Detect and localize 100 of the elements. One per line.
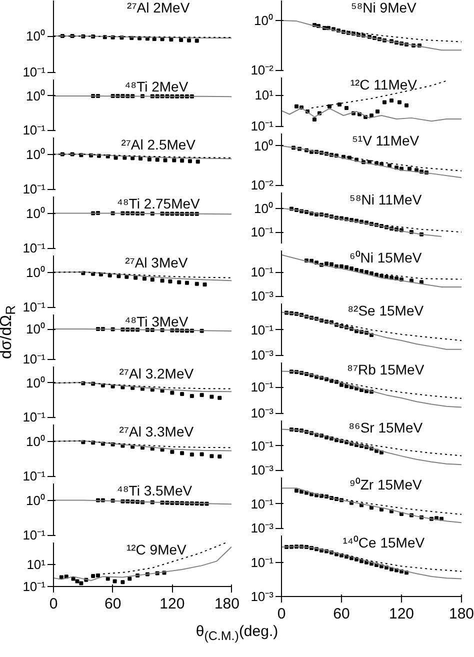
y-tick-label: 10⁻¹ <box>22 352 46 366</box>
y-tick-label: 10⁻¹ <box>22 410 46 424</box>
point <box>324 262 328 266</box>
point <box>112 579 117 584</box>
point <box>170 450 174 454</box>
point <box>190 394 194 398</box>
point <box>128 576 132 581</box>
point <box>188 159 192 164</box>
x-tick-label: 120 <box>160 596 185 612</box>
point <box>134 276 138 280</box>
chart-title: ¹²C 11MeV <box>350 76 418 92</box>
point <box>142 276 146 281</box>
point <box>218 454 222 458</box>
y-tick-label: 10⁻¹ <box>250 438 274 454</box>
line-series <box>321 319 462 341</box>
y-tick-label: 10⁰ <box>26 492 46 508</box>
point <box>180 392 184 396</box>
x-tick-label: 0 <box>49 596 58 612</box>
point <box>190 452 194 457</box>
y-tick-label: 10⁻¹ <box>22 528 46 542</box>
chart-title: ²⁷Al 3.3MeV <box>119 424 194 440</box>
chart-title: ²⁷Al 3.2MeV <box>119 366 194 382</box>
chart-title: ⁸²Se 15MeV <box>348 302 424 318</box>
point <box>294 104 298 108</box>
point <box>124 274 129 279</box>
y-tick-label: 10⁻³ <box>250 348 274 362</box>
point <box>147 157 152 162</box>
line-series <box>282 546 462 580</box>
y-tick-label: 10⁻¹ <box>250 118 274 134</box>
y-tick-label: 10⁰ <box>254 138 274 154</box>
chart-title: ¹⁴⁰Ce 15MeV <box>342 534 426 550</box>
point <box>194 282 199 286</box>
y-tick-label: 10⁰ <box>254 12 274 28</box>
y-tick-label: 10⁰ <box>26 88 46 104</box>
y-tick-label: 10⁰ <box>26 375 46 390</box>
x-tick-label: 120 <box>388 606 414 622</box>
point <box>294 488 298 493</box>
line-series <box>282 20 462 51</box>
point <box>91 574 96 578</box>
chart-title: ⁶⁰Ni 15MeV <box>349 250 422 266</box>
chart-title: ⁵¹V 11MeV <box>352 132 420 148</box>
x-axis-title: θ$_{(C.M.)}$(deg.) <box>194 622 280 645</box>
y-tick-label: 10⁻³ <box>250 406 274 420</box>
point <box>344 106 348 110</box>
y-tick-label: 10⁻¹ <box>250 322 274 338</box>
point <box>160 278 164 283</box>
x-tick-label: 180 <box>448 606 474 622</box>
chart-title: ⁴⁸Ti 3.5MeV <box>116 482 193 498</box>
chart-title: ⁴⁸Ti 2.75MeV <box>116 196 201 212</box>
line-series <box>321 494 462 515</box>
point <box>382 100 386 104</box>
y-tick-label: 10⁻¹ <box>250 496 274 512</box>
point <box>390 98 394 102</box>
point <box>114 156 118 160</box>
point <box>150 278 154 282</box>
y-tick-label: 10⁻¹ <box>22 240 46 256</box>
y-tick-label: 10⁻¹ <box>22 579 46 594</box>
y-tick-label: 10⁰ <box>26 28 46 44</box>
point <box>312 117 316 122</box>
line-series <box>311 80 447 108</box>
y-tick-label: 10⁻² <box>250 178 274 192</box>
y-tick-label: 10⁻³ <box>250 462 274 478</box>
chart-title: ⁴⁸Ti 3MeV <box>124 314 189 330</box>
y-tick-label: 10⁻³ <box>250 520 274 536</box>
point <box>180 451 184 456</box>
y-tick-label: 10⁻¹ <box>250 554 274 570</box>
point <box>328 104 332 108</box>
x-tick-label: 60 <box>333 606 350 622</box>
x-tick-label: 60 <box>104 596 122 612</box>
point <box>398 100 402 104</box>
point <box>59 575 64 580</box>
point <box>163 158 168 162</box>
point <box>75 579 80 584</box>
chart-title: ⁴⁸Ti 2MeV <box>124 78 189 94</box>
line-series <box>282 208 442 237</box>
line-series <box>321 377 462 399</box>
chart-title: ¹²C 9MeV <box>126 542 188 558</box>
line-series <box>341 553 462 572</box>
y-tick-label: 10⁰ <box>26 322 46 337</box>
y-tick-label: 10⁻¹ <box>22 300 46 314</box>
y-tick-label: 10⁻² <box>250 62 274 78</box>
chart-title: ⁸⁶Sr 15MeV <box>348 420 424 436</box>
point <box>71 576 76 581</box>
point <box>177 280 182 284</box>
y-tick-label: 10⁻³ <box>250 589 274 604</box>
y-tick-label: 10⁰ <box>26 206 46 221</box>
y-tick-label: 10⁻¹ <box>250 380 274 395</box>
y-tick-label: 10⁰ <box>254 200 274 216</box>
point <box>155 158 160 162</box>
line-series <box>54 546 232 582</box>
y-tick-label: 10⁻¹ <box>22 468 46 484</box>
point <box>196 160 200 164</box>
chart-title: ⁵⁸Ni 9MeV <box>350 0 418 16</box>
y-tick-label: 10¹ <box>254 88 274 103</box>
point <box>120 580 125 584</box>
point <box>376 109 380 114</box>
point <box>106 576 110 581</box>
point <box>218 396 222 400</box>
point <box>180 158 184 163</box>
point <box>200 392 204 397</box>
